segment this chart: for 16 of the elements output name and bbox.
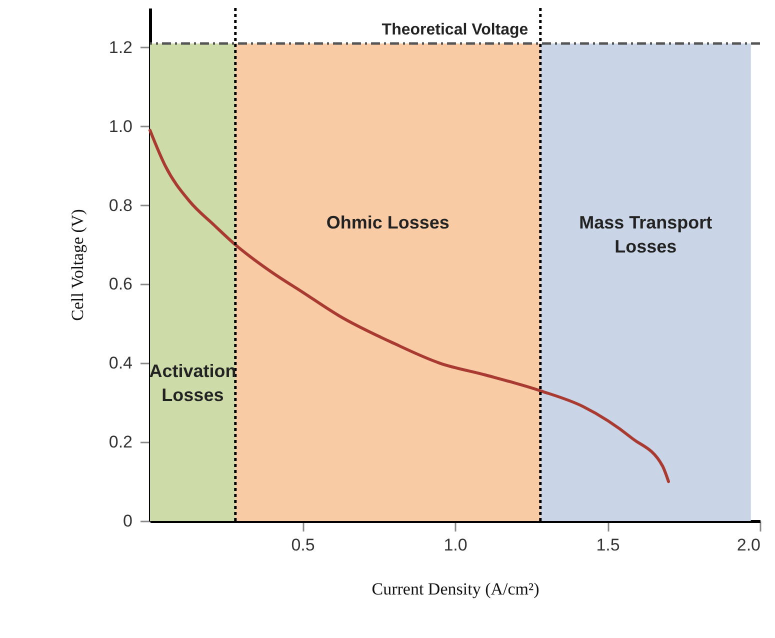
y-tick-label: 0.2 [108, 432, 132, 452]
y-axis-title: Cell Voltage (V) [68, 209, 87, 321]
y-tick-label: 0.4 [108, 354, 132, 373]
band-label: Ohmic Losses [326, 212, 450, 232]
y-tick-label: 0.8 [108, 196, 132, 215]
ref-line-label: Theoretical Voltage [382, 22, 528, 39]
x-tick-label: 1.0 [444, 536, 468, 554]
y-tick-label: 1.2 [108, 38, 132, 57]
x-tick-label: 2.0 [736, 536, 760, 554]
x-tick-label: 1.5 [596, 536, 620, 554]
band-label: Mass Transport Losses [579, 212, 712, 256]
y-tick-label: 0.6 [108, 274, 132, 294]
x-axis-title: Current Density (A/cm²) [372, 580, 540, 598]
y-tick-label: 0 [123, 512, 132, 530]
y-tick-label: 1.0 [108, 116, 132, 136]
x-tick-label: 0.5 [291, 536, 315, 554]
